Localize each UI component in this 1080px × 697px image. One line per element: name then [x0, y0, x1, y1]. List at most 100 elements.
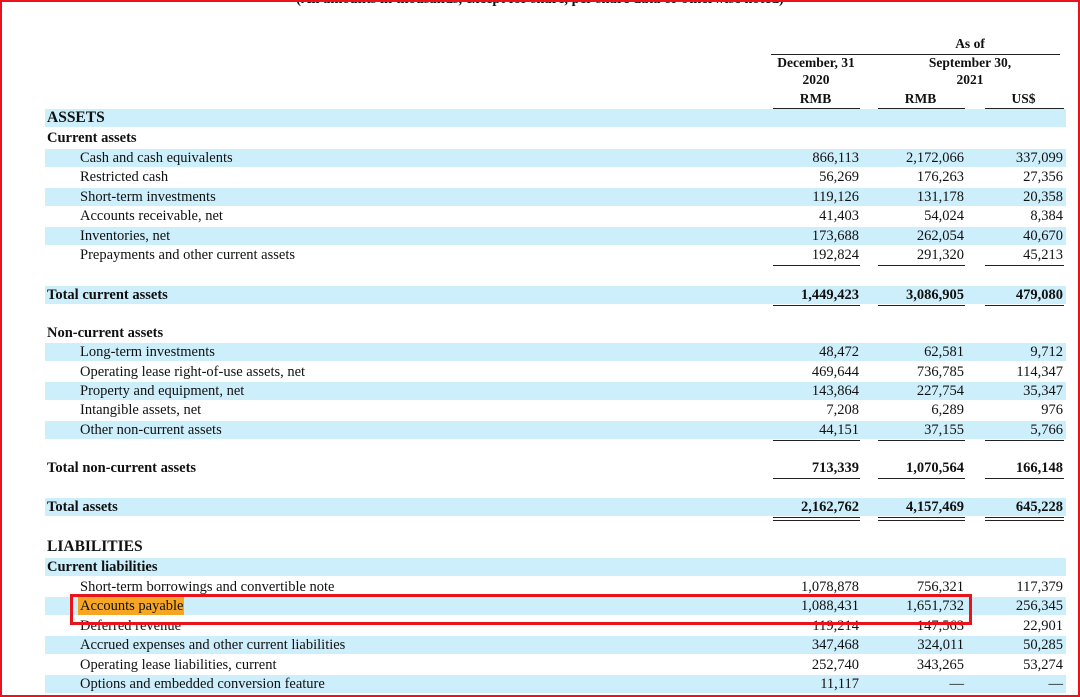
- rule: [878, 440, 965, 441]
- cell-value: 262,054: [916, 228, 964, 244]
- row-label: Total non-current assets: [47, 460, 197, 476]
- row-label: Total current assets: [47, 287, 168, 303]
- row-label: Operating lease liabilities, current: [80, 657, 277, 673]
- cell-value: 48,472: [819, 344, 859, 360]
- cell-value: —: [1048, 676, 1064, 692]
- row-label: Accrued expenses and other current liabi…: [80, 637, 346, 653]
- cell-value: 2,162,762: [801, 499, 859, 515]
- cell-value: 192,824: [811, 247, 859, 263]
- rule: [773, 305, 860, 306]
- rule: [985, 108, 1064, 109]
- cell-value: 7,208: [826, 402, 859, 418]
- column-date: September 30,: [928, 55, 1012, 70]
- rule: [773, 517, 860, 518]
- note: (All amounts in thousands, except for sh…: [0, 0, 1080, 8]
- cell-value: 117,379: [1016, 579, 1063, 595]
- label-highlight: [78, 597, 184, 615]
- cell-value: 1,078,878: [801, 579, 859, 595]
- rule: [878, 305, 965, 306]
- cell-value: 347,468: [811, 637, 859, 653]
- cell-value: 176,263: [916, 169, 964, 185]
- row-band: [45, 558, 1066, 576]
- cell-value: 645,228: [1015, 499, 1063, 515]
- column-date: December, 31: [777, 55, 855, 70]
- cell-value: 173,688: [811, 228, 859, 244]
- rule: [771, 54, 1060, 55]
- cell-value: 35,347: [1023, 383, 1063, 399]
- row-band: [45, 149, 1066, 167]
- row-band: [45, 227, 1066, 245]
- cell-value: 713,339: [811, 460, 859, 476]
- cell-value: 252,740: [811, 657, 859, 673]
- rule: [878, 520, 965, 521]
- cell-value: 3,086,905: [906, 287, 964, 303]
- cell-value: 8,384: [1030, 208, 1063, 224]
- row-band: [45, 188, 1066, 206]
- rule: [878, 517, 965, 518]
- row-band: [45, 421, 1066, 439]
- cell-value: 45,213: [1023, 247, 1063, 263]
- rule: [878, 108, 965, 109]
- cell-value: 324,011: [917, 637, 964, 653]
- rule: [985, 305, 1064, 306]
- cell-value: 291,320: [916, 247, 964, 263]
- currency: US$: [1011, 91, 1036, 106]
- row-label: Accounts payable: [80, 598, 184, 614]
- rule: [985, 517, 1064, 518]
- rule: [985, 520, 1064, 521]
- cell-value: 227,754: [916, 383, 964, 399]
- row-label: Intangible assets, net: [80, 402, 202, 418]
- rule: [773, 478, 860, 479]
- cell-value: 1,449,423: [801, 287, 859, 303]
- cell-value: 11,117: [820, 676, 859, 692]
- currency: RMB: [904, 91, 937, 106]
- row-label: Short-term investments: [80, 189, 216, 205]
- cell-value: 343,265: [916, 657, 964, 673]
- row-label: Property and equipment, net: [80, 383, 245, 399]
- row-label: Other non-current assets: [80, 422, 222, 438]
- rule: [878, 478, 965, 479]
- cell-value: 20,358: [1023, 189, 1063, 205]
- cell-value: 119,126: [812, 189, 859, 205]
- cell-value: 41,403: [819, 208, 859, 224]
- cell-value: 337,099: [1015, 150, 1063, 166]
- cell-value: 469,644: [811, 364, 859, 380]
- cell-value: 9,712: [1030, 344, 1063, 360]
- cell-value: 56,269: [819, 169, 859, 185]
- as-of: As of: [955, 36, 985, 51]
- row-band: [45, 109, 1066, 127]
- rule: [878, 265, 965, 266]
- cell-value: 143,864: [811, 383, 859, 399]
- cell-value: 54,024: [924, 208, 964, 224]
- row-label: Inventories, net: [80, 228, 171, 244]
- highlight-box: [70, 594, 972, 625]
- row-label: Restricted cash: [80, 169, 169, 185]
- row-label: Operating lease right-of-use assets, net: [80, 364, 306, 380]
- cell-value: 736,785: [916, 364, 964, 380]
- rule: [773, 265, 860, 266]
- row-label: LIABILITIES: [47, 538, 143, 555]
- row-label: Cash and cash equivalents: [80, 150, 233, 166]
- cell-value: 53,274: [1023, 657, 1063, 673]
- cell-value: 256,345: [1015, 598, 1063, 614]
- cell-value: 1,651,732: [906, 598, 964, 614]
- row-band: [45, 286, 1066, 304]
- rule: [773, 440, 860, 441]
- rule: [985, 440, 1064, 441]
- row-label: Total assets: [47, 499, 118, 515]
- cell-value: 479,080: [1015, 287, 1063, 303]
- cell-value: 114,347: [1016, 364, 1063, 380]
- cell-value: 131,178: [916, 189, 964, 205]
- column-year: 2020: [802, 72, 830, 87]
- row-label: Non-current assets: [47, 325, 164, 341]
- cell-value: 866,113: [812, 150, 859, 166]
- cell-value: 27,356: [1023, 169, 1063, 185]
- currency: RMB: [799, 91, 832, 106]
- cell-value: 22,901: [1023, 618, 1063, 634]
- cell-value: 2,172,066: [906, 150, 964, 166]
- cell-value: 50,285: [1023, 637, 1063, 653]
- cell-value: 5,766: [1030, 422, 1063, 438]
- row-label: Short-term borrowings and convertible no…: [80, 579, 335, 595]
- cell-value: 166,148: [1015, 460, 1063, 476]
